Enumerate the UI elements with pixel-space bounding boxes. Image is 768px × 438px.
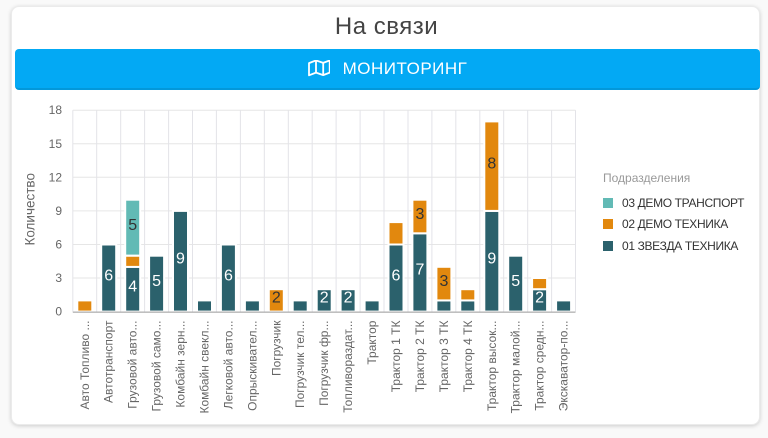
svg-text:2: 2 xyxy=(320,290,329,307)
svg-text:Трактор 1 ТК: Трактор 1 ТК xyxy=(389,320,403,392)
svg-text:2: 2 xyxy=(272,290,281,307)
svg-text:9: 9 xyxy=(487,251,496,268)
svg-text:3: 3 xyxy=(439,273,448,290)
svg-text:5: 5 xyxy=(511,273,520,290)
svg-text:Топливораздат...: Топливораздат... xyxy=(341,321,355,413)
svg-text:Авто Топливо ...: Авто Топливо ... xyxy=(78,321,92,410)
svg-text:Трактор 3 ТК: Трактор 3 ТК xyxy=(437,320,451,392)
svg-text:Легковой авто...: Легковой авто... xyxy=(221,321,235,410)
svg-text:3: 3 xyxy=(415,206,424,223)
svg-text:12: 12 xyxy=(49,170,63,184)
svg-text:3: 3 xyxy=(55,271,62,285)
svg-text:9: 9 xyxy=(55,204,62,218)
svg-text:8: 8 xyxy=(487,155,496,172)
svg-text:Опрыскивател...: Опрыскивател... xyxy=(245,321,259,411)
svg-text:Трактор: Трактор xyxy=(365,320,379,364)
svg-text:Экскаватор-по...: Экскаватор-по... xyxy=(557,321,571,412)
svg-text:Грузовой само...: Грузовой само... xyxy=(150,321,164,412)
svg-text:Трактор 2 ТК: Трактор 2 ТК xyxy=(413,320,427,392)
svg-text:Погрузчик: Погрузчик xyxy=(269,320,283,376)
svg-text:Погрузчик тел...: Погрузчик тел... xyxy=(293,321,307,409)
svg-text:6: 6 xyxy=(55,238,62,252)
svg-text:2: 2 xyxy=(344,290,353,307)
svg-text:4: 4 xyxy=(128,279,137,296)
svg-text:5: 5 xyxy=(152,273,161,290)
svg-text:15: 15 xyxy=(49,137,63,151)
svg-text:18: 18 xyxy=(49,103,63,117)
svg-text:Трактор средн...: Трактор средн... xyxy=(533,321,547,411)
svg-text:5: 5 xyxy=(128,217,137,234)
svg-text:2: 2 xyxy=(535,290,544,307)
svg-text:Погрузчик фр...: Погрузчик фр... xyxy=(317,321,331,406)
svg-text:6: 6 xyxy=(392,267,401,284)
svg-text:Трактор высок...: Трактор высок... xyxy=(485,321,499,412)
svg-text:9: 9 xyxy=(176,251,185,268)
svg-text:Комбайн свекл...: Комбайн свекл... xyxy=(198,321,212,414)
svg-text:Трактор 4 ТК: Трактор 4 ТК xyxy=(461,320,475,392)
svg-text:6: 6 xyxy=(104,267,113,284)
svg-text:Комбайн зерн...: Комбайн зерн... xyxy=(174,321,188,408)
svg-text:7: 7 xyxy=(415,262,424,279)
svg-text:Трактор малой...: Трактор малой... xyxy=(509,321,523,414)
svg-text:0: 0 xyxy=(55,305,62,319)
svg-text:Грузовой авто...: Грузовой авто... xyxy=(126,321,140,409)
svg-text:Автотранспорт: Автотранспорт xyxy=(102,320,116,403)
svg-text:Количество: Количество xyxy=(23,173,38,246)
svg-text:6: 6 xyxy=(224,267,233,284)
